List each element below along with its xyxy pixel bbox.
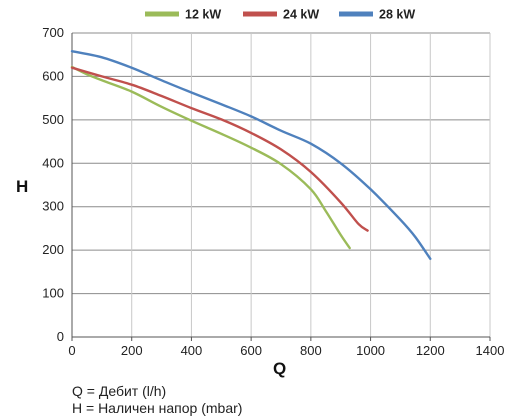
legend-label-28-kw: 28 kW xyxy=(379,8,415,22)
series-line-12-kw xyxy=(70,65,351,250)
x-tick-label-1400: 1400 xyxy=(476,343,505,358)
series-lines xyxy=(70,50,432,260)
y-tick-label-400: 400 xyxy=(42,155,64,170)
legend-label-12-kw: 12 kW xyxy=(185,8,221,22)
y-tick-label-200: 200 xyxy=(42,242,64,257)
x-tick-labels: 0 200 400 600 800 1000 1200 1400 xyxy=(68,343,504,358)
grid xyxy=(71,32,491,341)
x-tick-label-200: 200 xyxy=(121,343,143,358)
legend-label-24-kw: 24 kW xyxy=(283,8,319,22)
x-tick-label-0: 0 xyxy=(68,343,75,358)
y-tick-label-600: 600 xyxy=(42,68,64,83)
footnote-h: H = Наличен напор (mbar) xyxy=(72,400,243,416)
x-tick-label-400: 400 xyxy=(181,343,203,358)
x-tick-label-1000: 1000 xyxy=(356,343,385,358)
legend: 12 kW 24 kW 28 kW xyxy=(145,8,415,22)
x-axis-title: Q xyxy=(273,359,286,378)
series-line-24-kw xyxy=(70,66,369,232)
y-tick-label-300: 300 xyxy=(42,199,64,214)
series-line-28-kw xyxy=(70,50,432,260)
y-tick-label-500: 500 xyxy=(42,112,64,127)
x-tick-label-1200: 1200 xyxy=(416,343,445,358)
x-tick-label-600: 600 xyxy=(240,343,262,358)
y-tick-label-0: 0 xyxy=(57,329,64,344)
y-tick-labels: 0 100 200 300 400 500 600 700 xyxy=(42,25,64,344)
footnote-q: Q = Дебит (l/h) xyxy=(72,383,167,399)
y-tick-label-700: 700 xyxy=(42,25,64,40)
y-tick-label-100: 100 xyxy=(42,286,64,301)
y-axis-title: H xyxy=(16,177,28,196)
x-tick-label-800: 800 xyxy=(300,343,322,358)
